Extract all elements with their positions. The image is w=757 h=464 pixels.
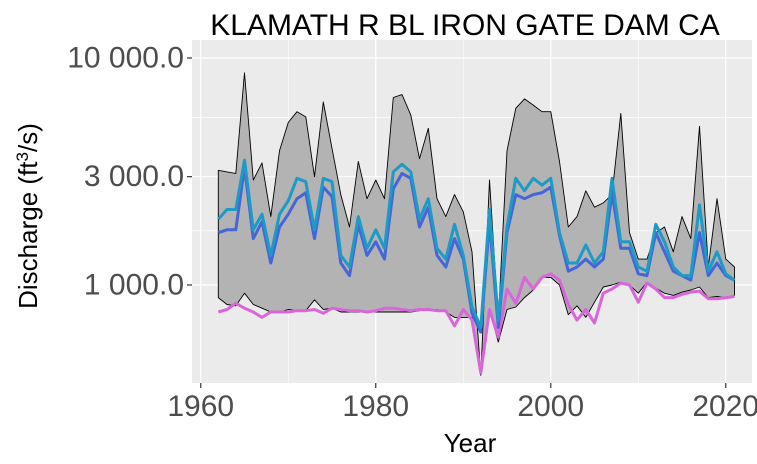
mean-series-line <box>217 158 736 329</box>
x-tick-label: 2000 <box>517 390 584 423</box>
x-tick-label: 1980 <box>342 390 409 423</box>
y-tick-label: 1 000.0 <box>84 268 184 301</box>
x-axis-ticks: 1960 1980 2000 2020 <box>167 383 757 423</box>
min-max-band <box>217 72 735 376</box>
x-axis-title: Year <box>444 428 497 458</box>
chart-title: KLAMATH R BL IRON GATE DAM CA <box>210 9 720 42</box>
y-tick-label: 3 000.0 <box>84 160 184 193</box>
x-tick-label: 2020 <box>692 390 757 423</box>
series-lines <box>217 158 736 375</box>
x-tick-label: 1960 <box>167 390 234 423</box>
min7-series-line <box>217 272 735 375</box>
y-tick-label: 10 000.0 <box>67 41 184 74</box>
y-axis-ticks: 1 000.0 3 000.0 10 000.0 <box>67 41 192 301</box>
band-area <box>217 72 735 376</box>
y-axis-title: Discharge (ft3/s) <box>13 123 44 309</box>
